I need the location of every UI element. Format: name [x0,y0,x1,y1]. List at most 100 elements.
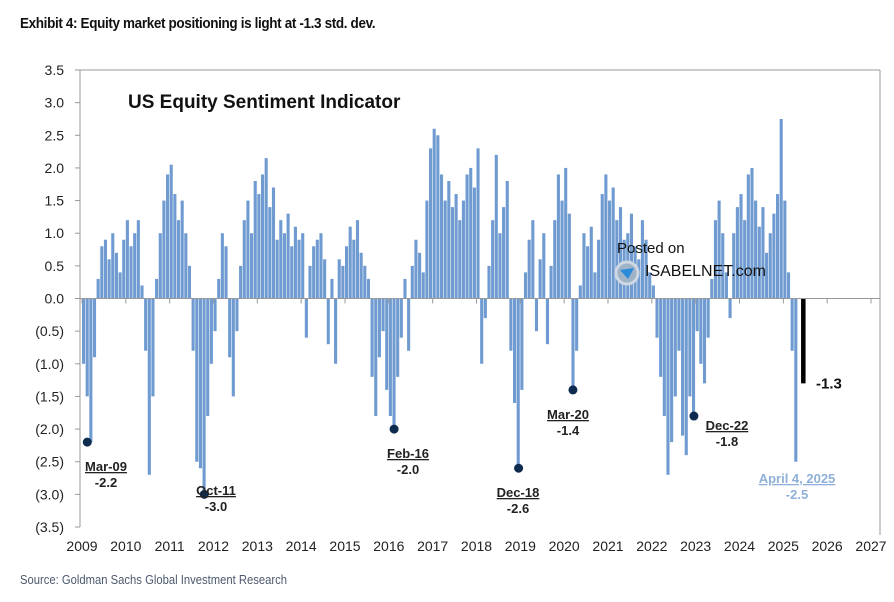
data-bar [107,259,111,299]
y-tick-label: (1.5) [35,388,64,404]
data-bar [418,252,422,299]
data-bar [374,298,378,417]
data-bar [443,200,447,299]
x-tick-label: 2023 [680,538,711,554]
data-bar [586,246,590,299]
data-bar [118,272,122,299]
y-tick-label: (3.5) [35,519,64,535]
y-tick-label: (3.0) [35,486,64,502]
data-bar [89,298,93,443]
data-bar [96,278,100,299]
y-tick-label: 1.5 [45,193,65,209]
data-bar [640,220,644,299]
data-bar [549,265,553,299]
data-bar [476,148,480,299]
data-bar [366,278,371,299]
data-bar [509,298,513,351]
data-bar [359,252,363,299]
data-bar [308,265,312,299]
data-bar [578,285,582,299]
data-bar [82,298,86,364]
data-bar [505,180,509,299]
data-bar [151,298,155,397]
y-tick-label: 0.5 [45,258,65,274]
x-tick-label: 2021 [592,538,623,554]
data-bar [257,194,261,299]
data-bar [290,246,294,299]
data-bar [597,239,601,299]
data-bar [772,213,776,299]
data-bar [381,298,385,332]
data-bar [728,298,732,319]
data-bar [407,298,411,351]
annotation-dot [689,411,699,421]
data-bar [659,298,663,377]
data-bar [611,187,615,299]
annotation-value: -2.0 [397,462,419,477]
data-bar [491,220,495,299]
data-bar [567,213,571,299]
x-tick-label: 2014 [286,538,317,554]
data-bar [571,298,575,390]
data-bar [304,298,308,338]
data-bar [739,194,743,299]
latest-label: -1.3 [816,375,842,392]
annotation-date: Mar-20 [547,407,589,422]
data-bar [779,118,783,299]
data-bar [103,239,108,299]
data-bar [618,207,623,299]
annotations: -1.3 Mar-09-2.2 Oct-11-3.0 Feb-16-2.0 Dec-18… [82,375,842,516]
data-bar [502,207,506,299]
bird-icon [620,268,634,279]
data-bar [520,298,524,390]
watermark-line2: ISABELNET.com [645,263,766,280]
annotation-value: -3.0 [205,499,227,514]
annotation-dot [199,489,209,499]
data-bar [344,246,349,299]
data-bar [461,200,465,299]
data-bar [191,298,195,351]
data-bar [761,207,765,299]
data-bar [560,200,564,299]
data-bar [498,233,502,299]
x-tick-label: 2015 [329,538,360,554]
annotation-dot [514,463,524,473]
data-bar [681,298,685,436]
data-bar [750,167,754,299]
source-note: Source: Goldman Sachs Global Investment … [20,573,288,587]
data-bar [352,239,356,299]
data-bar [746,174,750,299]
y-tick-label: (1.0) [35,356,64,372]
annotation-dot [568,385,578,395]
data-bar [786,272,791,299]
data-bar [129,246,133,299]
data-bar [403,278,407,299]
data-bar [140,285,144,299]
data-bar [743,220,747,299]
x-tick-label: 2027 [855,538,886,554]
data-bar [323,259,327,299]
data-bar [721,233,725,299]
data-bar [133,233,137,299]
data-bar [432,128,436,299]
data-bar [765,252,769,299]
data-bar [556,174,560,299]
data-bar [162,200,166,299]
x-tick-label: 2010 [110,538,141,554]
data-bar [224,246,228,299]
data-bar [114,252,118,299]
data-bar [691,298,696,417]
data-bar [425,200,429,299]
data-bar [673,298,677,397]
data-bar [282,233,286,299]
data-bar [176,220,181,299]
watermark: Posted on ISABELNET.com [614,240,766,286]
annotation-date: Dec-18 [497,485,540,500]
data-bar [220,233,224,299]
data-bar [523,272,528,299]
annotation-date: Dec-22 [706,418,749,433]
data-bar [334,298,338,364]
data-bar [575,298,579,351]
data-bar [155,278,159,299]
